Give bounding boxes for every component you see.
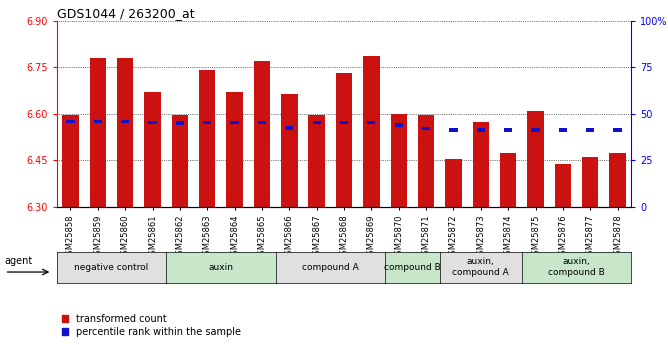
Text: GDS1044 / 263200_at: GDS1044 / 263200_at bbox=[57, 7, 194, 20]
Bar bbox=[504, 128, 512, 132]
Bar bbox=[395, 123, 403, 127]
Bar bbox=[94, 120, 102, 124]
Text: agent: agent bbox=[5, 256, 33, 266]
Bar bbox=[450, 128, 458, 132]
Text: auxin: auxin bbox=[208, 263, 233, 272]
Bar bbox=[418, 116, 434, 207]
Bar bbox=[230, 121, 238, 125]
Bar bbox=[285, 126, 293, 130]
Bar bbox=[258, 121, 266, 125]
Bar bbox=[309, 116, 325, 207]
Text: compound B: compound B bbox=[384, 263, 441, 272]
Bar bbox=[391, 114, 407, 207]
Bar bbox=[62, 116, 79, 207]
Bar bbox=[121, 120, 130, 124]
Bar bbox=[90, 58, 106, 207]
Bar bbox=[613, 128, 622, 132]
Bar bbox=[363, 57, 379, 207]
Bar bbox=[148, 121, 156, 125]
Bar bbox=[477, 128, 485, 132]
Bar bbox=[176, 121, 184, 125]
Bar bbox=[586, 128, 595, 132]
Bar bbox=[313, 121, 321, 125]
Bar bbox=[582, 157, 599, 207]
Bar bbox=[254, 61, 270, 207]
Bar bbox=[554, 164, 571, 207]
Text: compound A: compound A bbox=[302, 263, 359, 272]
Bar bbox=[144, 92, 161, 207]
Bar bbox=[172, 116, 188, 207]
Text: auxin,
compound B: auxin, compound B bbox=[548, 257, 605, 277]
Bar bbox=[446, 159, 462, 207]
Legend: transformed count, percentile rank within the sample: transformed count, percentile rank withi… bbox=[61, 314, 241, 337]
Bar bbox=[472, 121, 489, 207]
Bar bbox=[367, 121, 375, 125]
Bar bbox=[226, 92, 242, 207]
Bar bbox=[558, 128, 567, 132]
Bar bbox=[532, 128, 540, 132]
Text: negative control: negative control bbox=[74, 263, 148, 272]
Bar bbox=[609, 153, 626, 207]
Bar bbox=[336, 73, 352, 207]
Bar bbox=[117, 58, 134, 207]
Text: auxin,
compound A: auxin, compound A bbox=[452, 257, 509, 277]
Bar bbox=[199, 70, 216, 207]
Bar bbox=[500, 153, 516, 207]
Bar bbox=[422, 127, 430, 130]
Bar bbox=[203, 121, 211, 125]
Bar bbox=[340, 121, 348, 125]
Bar bbox=[281, 94, 297, 207]
Bar bbox=[527, 111, 544, 207]
Bar bbox=[66, 120, 75, 124]
